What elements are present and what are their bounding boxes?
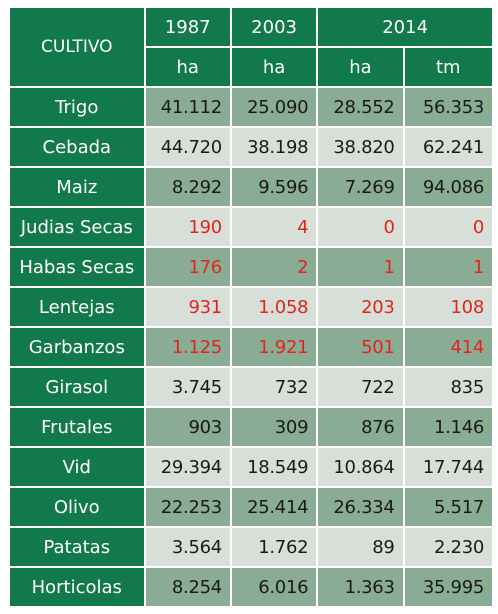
value-cell: 62.241: [404, 128, 492, 166]
value-cell: 5.517: [404, 488, 492, 526]
value-cell: 9.596: [231, 168, 317, 206]
value-cell: 38.198: [231, 128, 317, 166]
value-cell: 1.058: [231, 288, 317, 326]
table-row: Horticolas 8.254 6.016 1.363 35.995: [10, 568, 492, 606]
value-cell: 41.112: [145, 88, 230, 126]
header-unit-1987: ha: [145, 48, 230, 86]
value-cell: 7.269: [318, 168, 403, 206]
row-label: Horticolas: [10, 568, 144, 606]
table-row: Maiz 8.292 9.596 7.269 94.086: [10, 168, 492, 206]
row-label: Patatas: [10, 528, 144, 566]
value-cell: 176: [145, 248, 230, 286]
crop-area-table: CULTIVO 1987 2003 2014 ha ha ha tm Trigo…: [8, 6, 494, 608]
table-row: Patatas 3.564 1.762 89 2.230: [10, 528, 492, 566]
value-cell: 1.146: [404, 408, 492, 446]
value-cell: 3.745: [145, 368, 230, 406]
value-cell: 10.864: [318, 448, 403, 486]
table-row: Garbanzos 1.125 1.921 501 414: [10, 328, 492, 366]
row-label: Garbanzos: [10, 328, 144, 366]
value-cell: 501: [318, 328, 403, 366]
value-cell: 3.564: [145, 528, 230, 566]
value-cell: 2: [231, 248, 317, 286]
value-cell: 89: [318, 528, 403, 566]
header-unit-2014-ha: ha: [318, 48, 403, 86]
table-row: Trigo 41.112 25.090 28.552 56.353: [10, 88, 492, 126]
header-year-1987: 1987: [145, 8, 230, 46]
value-cell: 414: [404, 328, 492, 366]
value-cell: 4: [231, 208, 317, 246]
value-cell: 876: [318, 408, 403, 446]
value-cell: 1: [318, 248, 403, 286]
header-cultivo: CULTIVO: [10, 8, 144, 86]
value-cell: 25.414: [231, 488, 317, 526]
row-label: Girasol: [10, 368, 144, 406]
value-cell: 931: [145, 288, 230, 326]
header-unit-2014-tm: tm: [404, 48, 492, 86]
value-cell: 1.921: [231, 328, 317, 366]
value-cell: 18.549: [231, 448, 317, 486]
row-label: Habas Secas: [10, 248, 144, 286]
value-cell: 56.353: [404, 88, 492, 126]
row-label: Maiz: [10, 168, 144, 206]
value-cell: 2.230: [404, 528, 492, 566]
row-label: Olivo: [10, 488, 144, 526]
table-row: Vid 29.394 18.549 10.864 17.744: [10, 448, 492, 486]
value-cell: 1.363: [318, 568, 403, 606]
value-cell: 26.334: [318, 488, 403, 526]
table-row: Judias Secas 190 4 0 0: [10, 208, 492, 246]
value-cell: 1: [404, 248, 492, 286]
row-label: Vid: [10, 448, 144, 486]
value-cell: 22.253: [145, 488, 230, 526]
table-header: CULTIVO 1987 2003 2014 ha ha ha tm: [10, 8, 492, 86]
value-cell: 8.254: [145, 568, 230, 606]
header-year-2003: 2003: [231, 8, 317, 46]
table-row: Girasol 3.745 732 722 835: [10, 368, 492, 406]
value-cell: 1.762: [231, 528, 317, 566]
value-cell: 35.995: [404, 568, 492, 606]
row-label: Trigo: [10, 88, 144, 126]
value-cell: 203: [318, 288, 403, 326]
table-row: Frutales 903 309 876 1.146: [10, 408, 492, 446]
value-cell: 0: [318, 208, 403, 246]
table-row: Olivo 22.253 25.414 26.334 5.517: [10, 488, 492, 526]
row-label: Lentejas: [10, 288, 144, 326]
value-cell: 108: [404, 288, 492, 326]
value-cell: 17.744: [404, 448, 492, 486]
row-label: Cebada: [10, 128, 144, 166]
value-cell: 44.720: [145, 128, 230, 166]
value-cell: 903: [145, 408, 230, 446]
value-cell: 722: [318, 368, 403, 406]
value-cell: 835: [404, 368, 492, 406]
value-cell: 94.086: [404, 168, 492, 206]
table-row: Habas Secas 176 2 1 1: [10, 248, 492, 286]
value-cell: 28.552: [318, 88, 403, 126]
value-cell: 6.016: [231, 568, 317, 606]
table-body: Trigo 41.112 25.090 28.552 56.353 Cebada 44.72…: [10, 88, 492, 606]
header-year-2014: 2014: [318, 8, 492, 46]
value-cell: 1.125: [145, 328, 230, 366]
value-cell: 732: [231, 368, 317, 406]
table-row: Lentejas 931 1.058 203 108: [10, 288, 492, 326]
value-cell: 8.292: [145, 168, 230, 206]
table-row: Cebada 44.720 38.198 38.820 62.241: [10, 128, 492, 166]
value-cell: 190: [145, 208, 230, 246]
header-unit-2003: ha: [231, 48, 317, 86]
row-label: Judias Secas: [10, 208, 144, 246]
value-cell: 29.394: [145, 448, 230, 486]
value-cell: 309: [231, 408, 317, 446]
value-cell: 38.820: [318, 128, 403, 166]
row-label: Frutales: [10, 408, 144, 446]
value-cell: 25.090: [231, 88, 317, 126]
value-cell: 0: [404, 208, 492, 246]
